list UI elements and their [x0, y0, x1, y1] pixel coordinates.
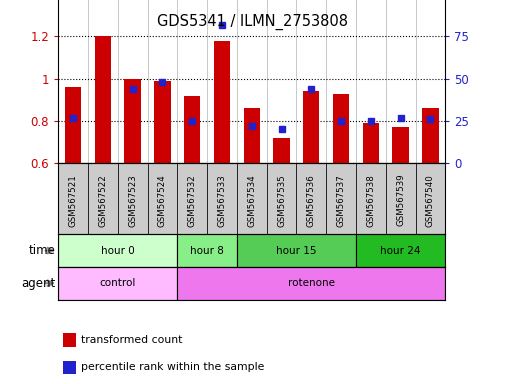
Bar — [58, 267, 177, 300]
Text: control: control — [99, 278, 136, 288]
Text: hour 24: hour 24 — [380, 245, 420, 256]
Bar — [355, 234, 444, 267]
Text: GDS5341 / ILMN_2753808: GDS5341 / ILMN_2753808 — [157, 13, 348, 30]
FancyBboxPatch shape — [147, 163, 177, 234]
Text: hour 8: hour 8 — [190, 245, 224, 256]
FancyBboxPatch shape — [296, 163, 326, 234]
Text: hour 15: hour 15 — [276, 245, 316, 256]
Bar — [302, 91, 319, 163]
FancyBboxPatch shape — [266, 163, 296, 234]
Text: hour 0: hour 0 — [100, 245, 134, 256]
FancyBboxPatch shape — [177, 163, 207, 234]
Text: GSM567534: GSM567534 — [247, 174, 256, 227]
Text: GSM567536: GSM567536 — [306, 174, 315, 227]
Text: GSM567523: GSM567523 — [128, 174, 137, 227]
FancyBboxPatch shape — [355, 163, 385, 234]
FancyBboxPatch shape — [236, 163, 266, 234]
Text: GSM567538: GSM567538 — [366, 174, 375, 227]
Text: GSM567524: GSM567524 — [158, 174, 167, 227]
Bar — [362, 123, 378, 163]
Text: percentile rank within the sample: percentile rank within the sample — [81, 362, 264, 372]
Text: GSM567540: GSM567540 — [425, 174, 434, 227]
Bar — [58, 234, 177, 267]
Text: time: time — [29, 244, 56, 257]
FancyBboxPatch shape — [326, 163, 355, 234]
FancyBboxPatch shape — [385, 163, 415, 234]
Text: GSM567532: GSM567532 — [187, 174, 196, 227]
Text: GSM567535: GSM567535 — [276, 174, 285, 227]
Bar — [243, 108, 260, 163]
Bar — [94, 36, 111, 163]
Bar — [177, 267, 444, 300]
Text: GSM567537: GSM567537 — [336, 174, 345, 227]
Bar — [332, 94, 348, 163]
Bar — [124, 79, 140, 163]
Bar — [213, 41, 230, 163]
Bar — [65, 87, 81, 163]
FancyBboxPatch shape — [88, 163, 118, 234]
Text: GSM567522: GSM567522 — [98, 174, 107, 227]
Text: transformed count: transformed count — [81, 335, 182, 345]
Bar — [177, 234, 236, 267]
FancyBboxPatch shape — [58, 163, 88, 234]
Text: GSM567521: GSM567521 — [69, 174, 77, 227]
FancyBboxPatch shape — [207, 163, 236, 234]
Bar — [236, 234, 355, 267]
FancyBboxPatch shape — [415, 163, 444, 234]
Bar — [184, 96, 200, 163]
Bar — [421, 108, 438, 163]
Bar — [392, 127, 408, 163]
FancyBboxPatch shape — [118, 163, 147, 234]
Text: GSM567539: GSM567539 — [395, 174, 405, 227]
Text: agent: agent — [21, 277, 56, 290]
Bar — [273, 138, 289, 163]
Bar — [154, 81, 170, 163]
Text: GSM567533: GSM567533 — [217, 174, 226, 227]
Text: rotenone: rotenone — [287, 278, 334, 288]
